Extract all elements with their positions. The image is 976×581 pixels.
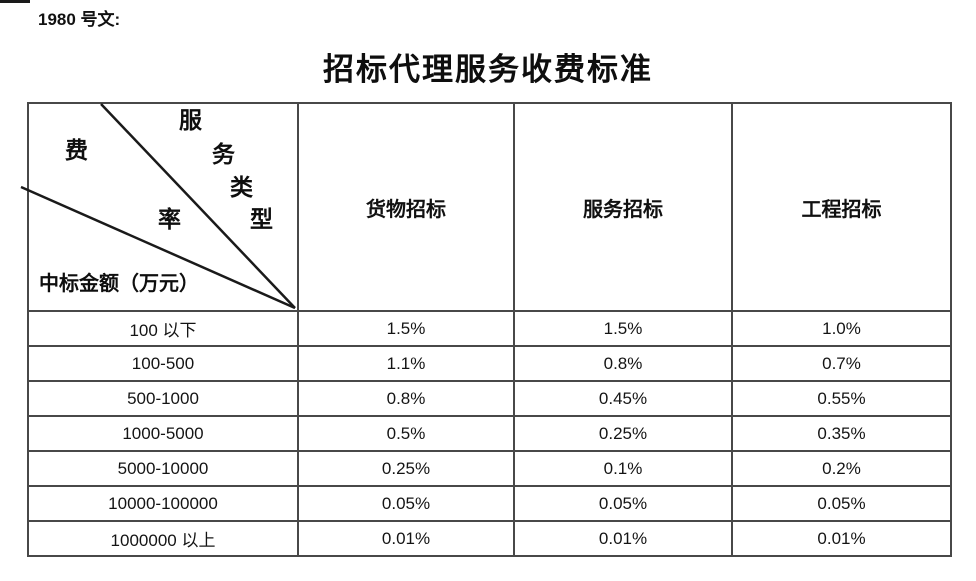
- corner-rate-char-2: 率: [158, 207, 181, 232]
- page-edge-mark: [0, 0, 30, 3]
- table-row: 500-1000 0.8% 0.45% 0.55%: [27, 380, 952, 417]
- rate-cell: 0.05%: [297, 485, 515, 522]
- table-row: 5000-10000 0.25% 0.1% 0.2%: [27, 450, 952, 487]
- amount-range-cell: 1000000 以上: [27, 520, 299, 557]
- amount-range-cell: 10000-100000: [27, 485, 299, 522]
- rate-cell: 0.8%: [297, 380, 515, 417]
- rate-cell: 0.55%: [731, 380, 952, 417]
- amount-range-cell: 1000-5000: [27, 415, 299, 452]
- rate-cell: 0.8%: [513, 345, 733, 382]
- rate-cell: 0.01%: [513, 520, 733, 557]
- page-title: 招标代理服务收费标准: [323, 52, 653, 87]
- corner-amount-label: 中标金额（万元）: [39, 273, 199, 295]
- corner-type-char-2: 务: [212, 142, 235, 167]
- rate-cell: 1.5%: [513, 310, 733, 347]
- rate-cell: 0.1%: [513, 450, 733, 487]
- amount-range-cell: 100 以下: [27, 310, 299, 347]
- column-header-service-bidding: 服务招标: [513, 102, 733, 312]
- rate-cell: 0.7%: [731, 345, 952, 382]
- rate-cell: 1.1%: [297, 345, 515, 382]
- table-row: 1000000 以上 0.01% 0.01% 0.01%: [27, 520, 952, 557]
- rate-cell: 0.01%: [297, 520, 515, 557]
- rate-cell: 0.05%: [513, 485, 733, 522]
- rate-cell: 0.2%: [731, 450, 952, 487]
- table-header-row: 服 务 类 型 费 率 中标金额（万元） 货物招标 服务招标 工程招标: [20, 102, 952, 312]
- corner-type-char-1: 服: [179, 108, 202, 133]
- rate-cell: 0.01%: [731, 520, 952, 557]
- rate-cell: 0.25%: [513, 415, 733, 452]
- table-corner-cell: 服 务 类 型 费 率 中标金额（万元）: [20, 102, 299, 312]
- table-row: 10000-100000 0.05% 0.05% 0.05%: [27, 485, 952, 522]
- rate-cell: 0.45%: [513, 380, 733, 417]
- table-row: 1000-5000 0.5% 0.25% 0.35%: [27, 415, 952, 452]
- rate-cell: 0.5%: [297, 415, 515, 452]
- table-row: 100 以下 1.5% 1.5% 1.0%: [27, 310, 952, 347]
- corner-rate-char-1: 费: [65, 138, 88, 163]
- table-row: 100-500 1.1% 0.8% 0.7%: [27, 345, 952, 382]
- amount-range-cell: 500-1000: [27, 380, 299, 417]
- column-header-engineering-bidding: 工程招标: [731, 102, 952, 312]
- fee-standard-table: 服 务 类 型 费 率 中标金额（万元） 货物招标 服务招标 工程招标 100 …: [20, 102, 952, 557]
- diagonal-divider-lines: [20, 103, 296, 310]
- rate-cell: 0.25%: [297, 450, 515, 487]
- column-header-goods-bidding: 货物招标: [297, 102, 515, 312]
- rate-cell: 0.05%: [731, 485, 952, 522]
- rate-cell: 0.35%: [731, 415, 952, 452]
- rate-cell: 1.5%: [297, 310, 515, 347]
- corner-type-char-3: 类: [230, 175, 253, 200]
- corner-type-char-4: 型: [250, 207, 273, 232]
- amount-range-cell: 100-500: [27, 345, 299, 382]
- amount-range-cell: 5000-10000: [27, 450, 299, 487]
- doc-number-label: 1980 号文:: [38, 10, 121, 29]
- rate-cell: 1.0%: [731, 310, 952, 347]
